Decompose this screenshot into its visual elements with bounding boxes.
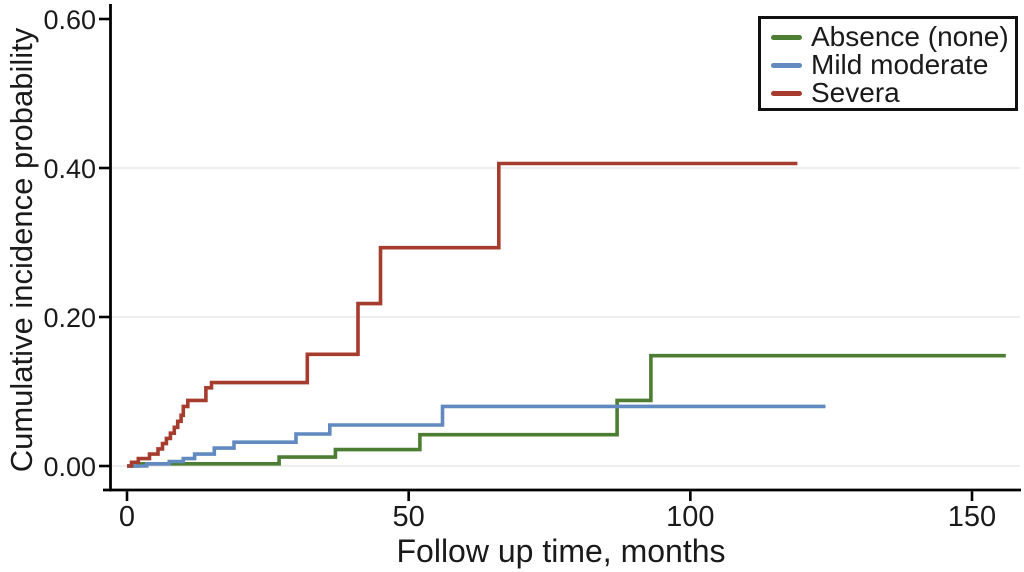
legend-box: Absence (none) Mild moderate Severa (758, 16, 1018, 111)
y-tick-label: 0.00 (43, 452, 96, 482)
y-tick-label: 0.60 (43, 5, 96, 35)
mild-moderate-line-swatch (771, 62, 802, 68)
legend-label: Mild moderate (811, 49, 989, 80)
series-line-absence-none (127, 353, 1006, 468)
x-tick-label: 150 (948, 501, 996, 533)
series-line-severa (127, 161, 798, 468)
x-tick-label: 100 (666, 501, 714, 533)
x-axis-title: Follow up time, months (396, 533, 726, 569)
y-tick-label: 0.20 (43, 303, 96, 333)
legend-label: Absence (none) (811, 21, 1009, 52)
x-tick-label: 50 (393, 501, 425, 533)
legend-item-mild-moderate: Mild moderate (771, 51, 1011, 79)
y-tick-label: 0.40 (43, 154, 96, 184)
legend-label: Severa (811, 77, 900, 108)
y-axis-title: Cumulative incidence probability (4, 27, 39, 473)
legend-item-absence: Absence (none) (771, 23, 1011, 51)
severa-line-swatch (771, 90, 802, 96)
x-tick-label: 0 (119, 501, 135, 533)
series-line-mild-moderate (127, 404, 826, 468)
absence-line-swatch (771, 34, 802, 40)
legend-item-severa: Severa (771, 79, 1011, 107)
